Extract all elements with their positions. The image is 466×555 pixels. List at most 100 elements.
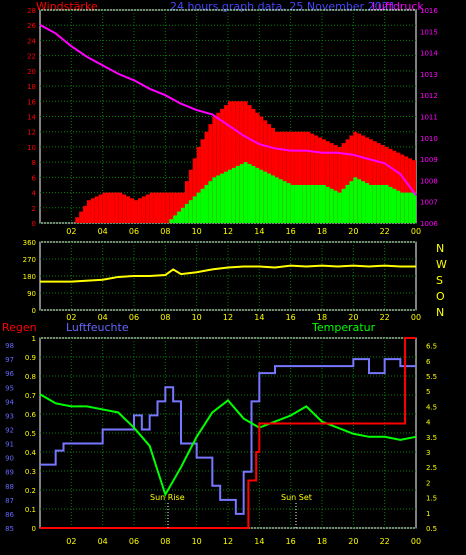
wind-avg-bar	[376, 184, 381, 223]
wind-gust-bar	[255, 112, 260, 223]
x-tick-label: 06	[129, 313, 139, 322]
temperature-y-tick: 5.5	[426, 373, 437, 381]
wind-gust-bar	[118, 192, 123, 223]
rain-y-tick: 0.5	[25, 430, 36, 438]
wind-gust-bar	[196, 146, 201, 223]
wind-avg-bar	[196, 192, 201, 223]
temperature-y-tick: 1.5	[426, 495, 437, 503]
wind-avg-bar	[235, 165, 240, 223]
wind-avg-bar	[392, 188, 397, 223]
wind-gust-bar	[122, 194, 127, 223]
humidity-line	[40, 358, 416, 515]
x-tick-label: 22	[380, 537, 390, 546]
wind-avg-bar	[404, 192, 409, 223]
temperature-y-tick: 4	[426, 419, 431, 427]
wind-avg-bar	[380, 184, 385, 223]
wind-avg-bar	[310, 184, 315, 223]
x-tick-label: 12	[223, 537, 233, 546]
x-tick-label: 20	[348, 227, 358, 236]
wind-gust-bar	[149, 192, 154, 223]
wind-avg-bar	[337, 192, 342, 223]
wind-gust-bar	[278, 131, 283, 223]
humidity-y-tick: 89	[5, 469, 14, 477]
humidity-y-tick: 97	[5, 356, 14, 364]
wind-gust-bar	[126, 196, 131, 223]
x-tick-label: 20	[348, 313, 358, 322]
wind-avg-bar	[200, 188, 205, 223]
pressure-y-tick: 1015	[420, 28, 438, 36]
rain-y-tick: 0	[32, 525, 36, 533]
wind-gust-bar	[404, 156, 409, 223]
wind-gust-bar	[165, 192, 170, 223]
direction-y-tick: 270	[23, 256, 36, 264]
x-tick-label: 22	[380, 227, 390, 236]
wind-avg-bar	[298, 184, 303, 223]
temperature-y-tick: 4.5	[426, 403, 437, 411]
temperature-line	[39, 393, 417, 498]
wind-avg-bar	[181, 207, 185, 223]
temperature-title: Temperatur	[311, 321, 376, 334]
rain-y-tick: 0.1	[25, 506, 36, 514]
wind-gust-bar	[204, 131, 209, 223]
temperature-y-tick: 1	[426, 510, 430, 518]
wind-y-tick: 6	[32, 174, 37, 182]
wind-avg-bar	[212, 177, 217, 223]
wind-gust-bar	[392, 150, 397, 223]
wind-avg-bar	[169, 219, 174, 223]
wind-title: Windstärke	[36, 0, 98, 13]
wind-gust-bar	[184, 181, 189, 223]
wind-avg-bar	[365, 183, 369, 223]
temperature-y-tick: 2.5	[426, 464, 437, 472]
x-tick-label: 10	[192, 537, 202, 546]
wind-y-tick: 16	[27, 98, 36, 106]
humidity-y-tick: 93	[5, 412, 14, 420]
wind-y-tick: 28	[27, 7, 36, 15]
wind-avg-bar	[318, 184, 322, 223]
wind-gust-bar	[294, 131, 299, 223]
wind-avg-bar	[294, 184, 299, 223]
wind-gust-bar	[188, 169, 193, 223]
wind-gust-bar	[169, 192, 174, 223]
wind-gust-bar	[376, 143, 381, 223]
x-tick-label: 16	[286, 227, 296, 236]
wind-avg-bar	[341, 188, 346, 223]
pressure-title: Luftdruck	[372, 0, 424, 13]
x-tick-label: 04	[98, 537, 108, 546]
humidity-y-tick: 91	[5, 441, 14, 449]
wind-avg-bar	[255, 167, 260, 223]
wind-gust-bar	[400, 154, 405, 223]
rain-y-tick: 0.6	[25, 411, 37, 419]
wind-gust-bar	[231, 101, 236, 223]
humidity-y-tick: 90	[5, 455, 14, 463]
x-tick-label: 16	[286, 313, 296, 322]
wind-avg-bar	[224, 171, 228, 223]
wind-gust-bar	[302, 131, 307, 223]
wind-y-tick: 24	[27, 37, 36, 45]
series-lines	[39, 24, 417, 529]
wind-avg-bar	[384, 184, 389, 223]
wind-avg-bar	[177, 211, 181, 223]
wind-avg-bar	[408, 192, 413, 223]
wind-gust-bar	[87, 200, 91, 223]
direction-y-tick: 0	[32, 307, 36, 315]
wind-gust-bar	[345, 139, 350, 223]
wind-gust-bar	[98, 194, 103, 223]
wind-avg-bar	[322, 184, 326, 223]
humidity-y-tick: 87	[5, 497, 14, 505]
wind-gust-bar	[333, 145, 338, 223]
rain-y-tick: 0.9	[25, 354, 36, 362]
grid-lines	[40, 9, 416, 529]
wind-gust-bar	[380, 145, 385, 223]
compass-label-s: S	[436, 274, 443, 287]
compass-label-w: W	[436, 258, 447, 271]
humidity-y-tick: 92	[5, 426, 14, 434]
pressure-y-tick: 1016	[420, 7, 438, 15]
wind-y-tick: 18	[27, 83, 36, 91]
direction-line	[40, 264, 416, 283]
wind-gust-bar	[106, 192, 111, 223]
wind-gust-bar	[137, 198, 142, 223]
wind-avg-bar	[243, 162, 248, 223]
x-tick-label: 18	[317, 227, 327, 236]
wind-gust-bar	[337, 146, 342, 223]
rain-y-tick: 0.4	[25, 449, 37, 457]
